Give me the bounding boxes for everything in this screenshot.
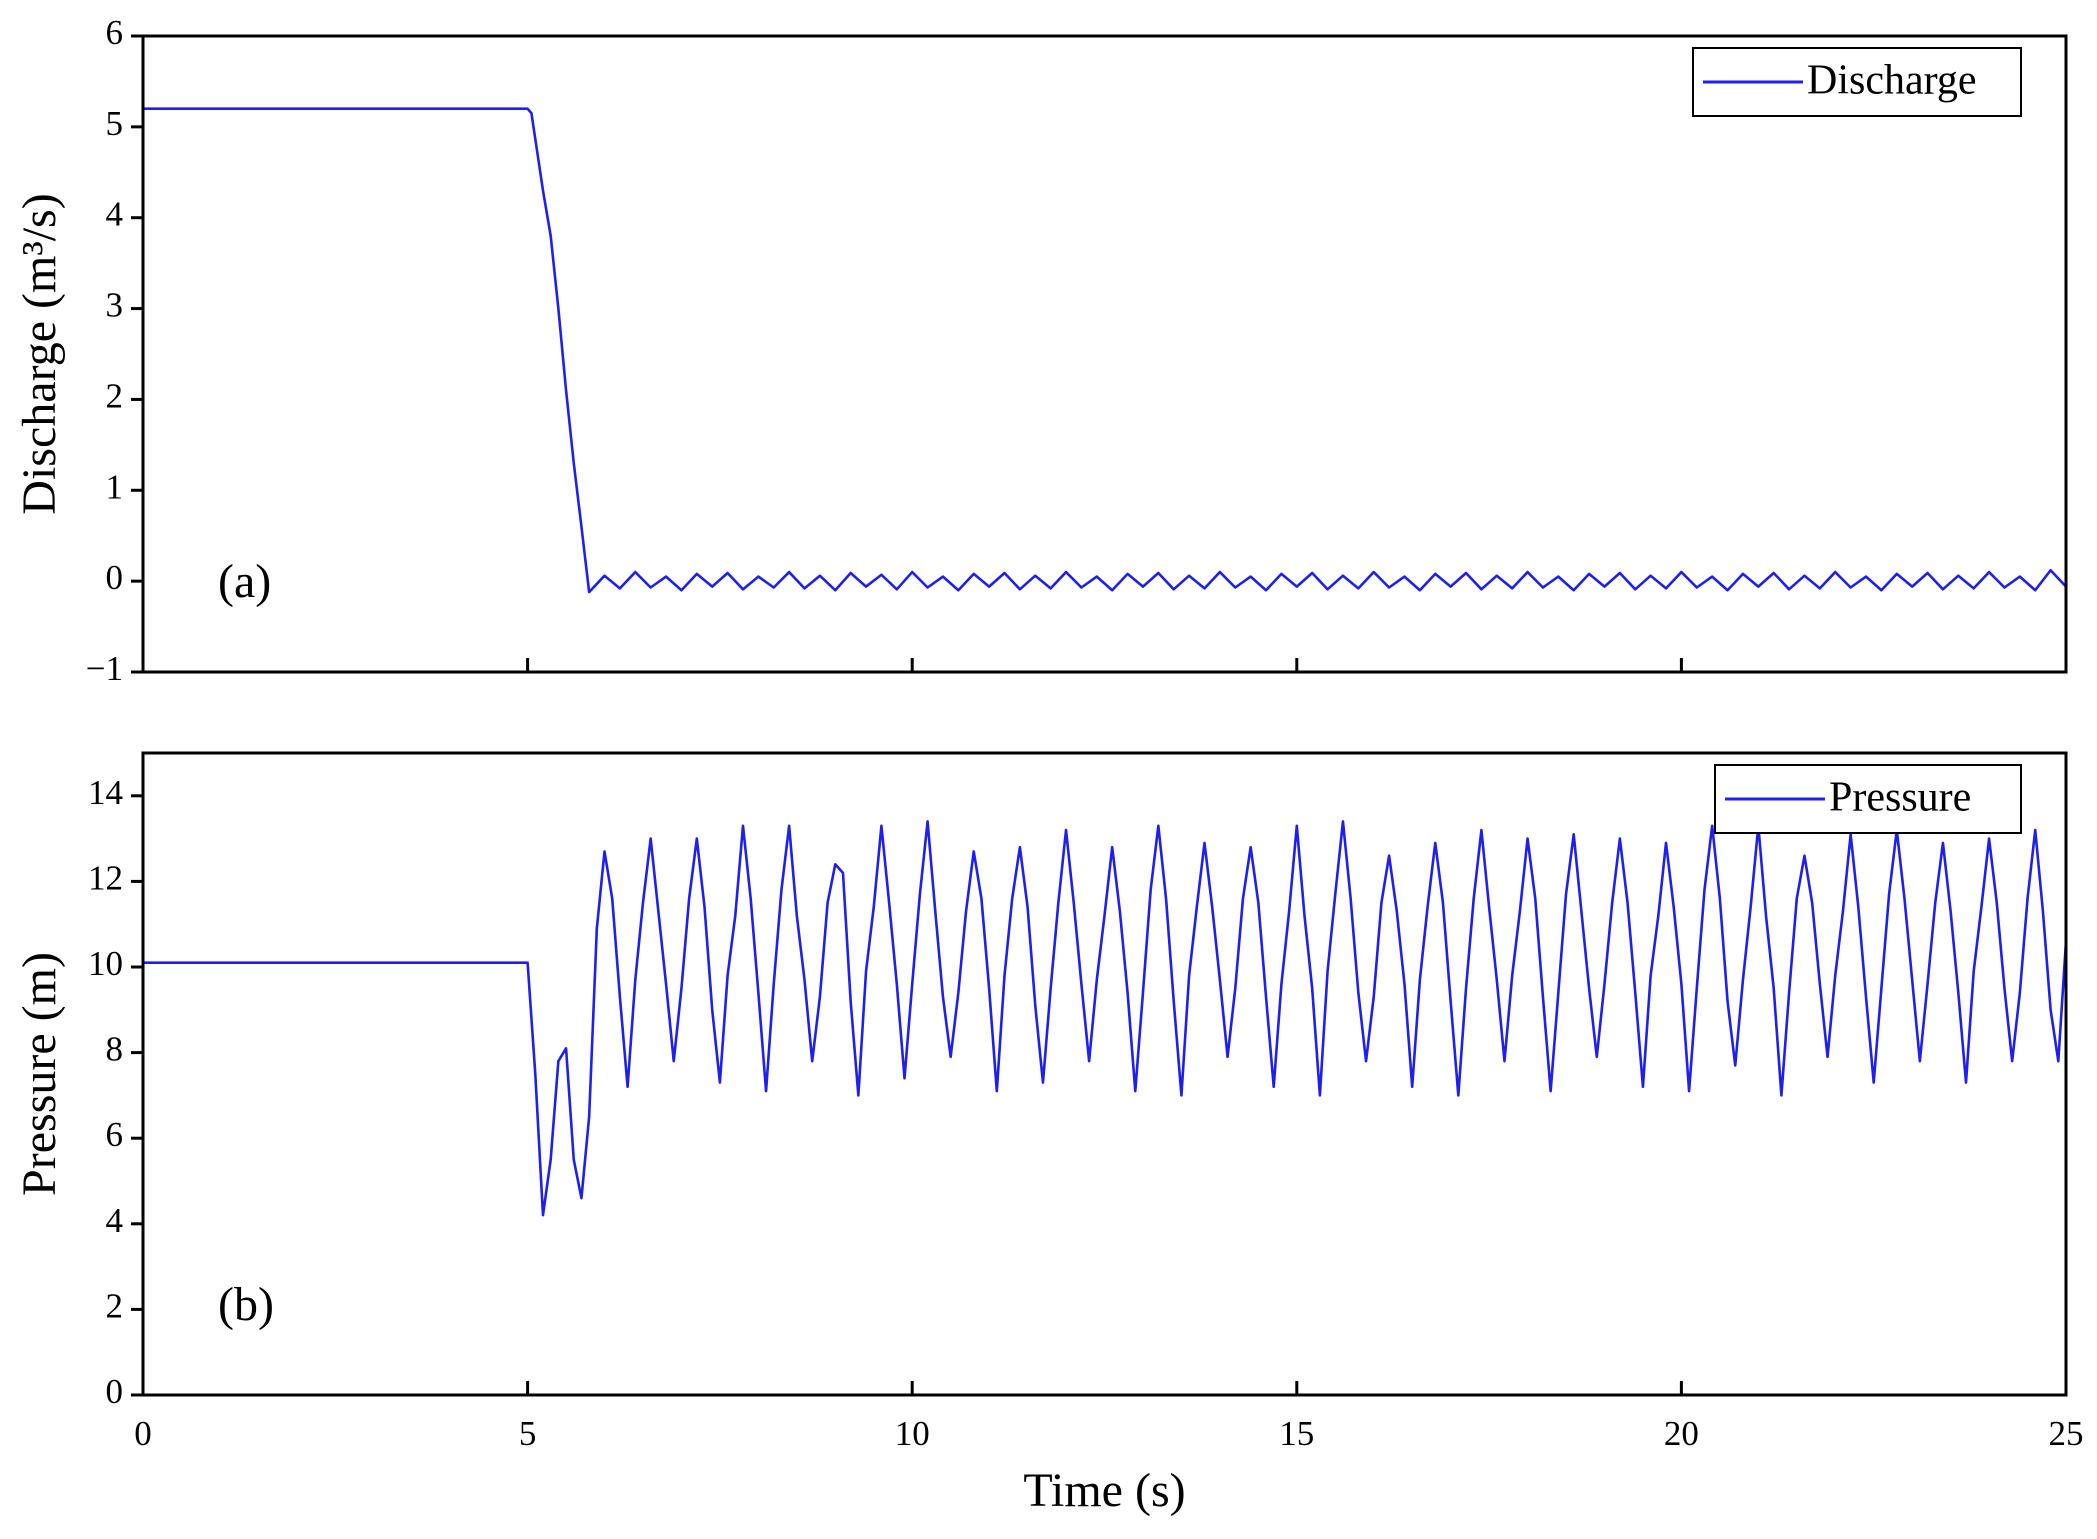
legend-box: [1714, 764, 2022, 834]
y-tick-label: 14: [88, 773, 123, 812]
y-tick-label: 0: [106, 558, 124, 597]
data-line: [143, 820, 2068, 1217]
x-tick-label: 0: [134, 1414, 152, 1453]
y-tick-label: −1: [86, 649, 123, 688]
y-tick-label: 4: [106, 195, 124, 234]
y-tick-label: 4: [106, 1201, 124, 1240]
x-tick-label: 25: [2049, 1414, 2084, 1453]
y-tick-label: 3: [106, 286, 124, 325]
y-tick-label: 8: [106, 1030, 124, 1069]
panel-label: (b): [218, 1278, 274, 1331]
y-axis-title: Discharge (m³/s): [13, 193, 66, 514]
x-tick-label: 20: [1664, 1414, 1699, 1453]
y-tick-label: 5: [106, 104, 124, 143]
y-tick-label: 0: [106, 1372, 124, 1411]
y-tick-label: 2: [106, 1286, 124, 1325]
x-axis-title: Time (s): [1023, 1464, 1185, 1517]
y-tick-label: 12: [88, 858, 123, 897]
data-line: [143, 107, 2067, 594]
y-tick-label: 1: [106, 467, 124, 506]
plot-frame: [141, 34, 2068, 674]
panel-label: (a): [218, 555, 271, 608]
y-tick-label: 10: [88, 944, 123, 983]
legend-label: Pressure: [1829, 775, 1971, 821]
x-tick-label: 5: [519, 1414, 537, 1453]
plot-frame: [141, 751, 2068, 1397]
y-tick-label: 6: [106, 13, 124, 52]
legend-label: Discharge: [1807, 58, 1977, 104]
x-tick-label: 15: [1279, 1414, 1314, 1453]
x-tick-label: 10: [895, 1414, 930, 1453]
y-tick-label: 2: [106, 376, 124, 415]
y-axis-title: Pressure (m): [13, 952, 66, 1196]
y-tick-label: 6: [106, 1115, 124, 1154]
